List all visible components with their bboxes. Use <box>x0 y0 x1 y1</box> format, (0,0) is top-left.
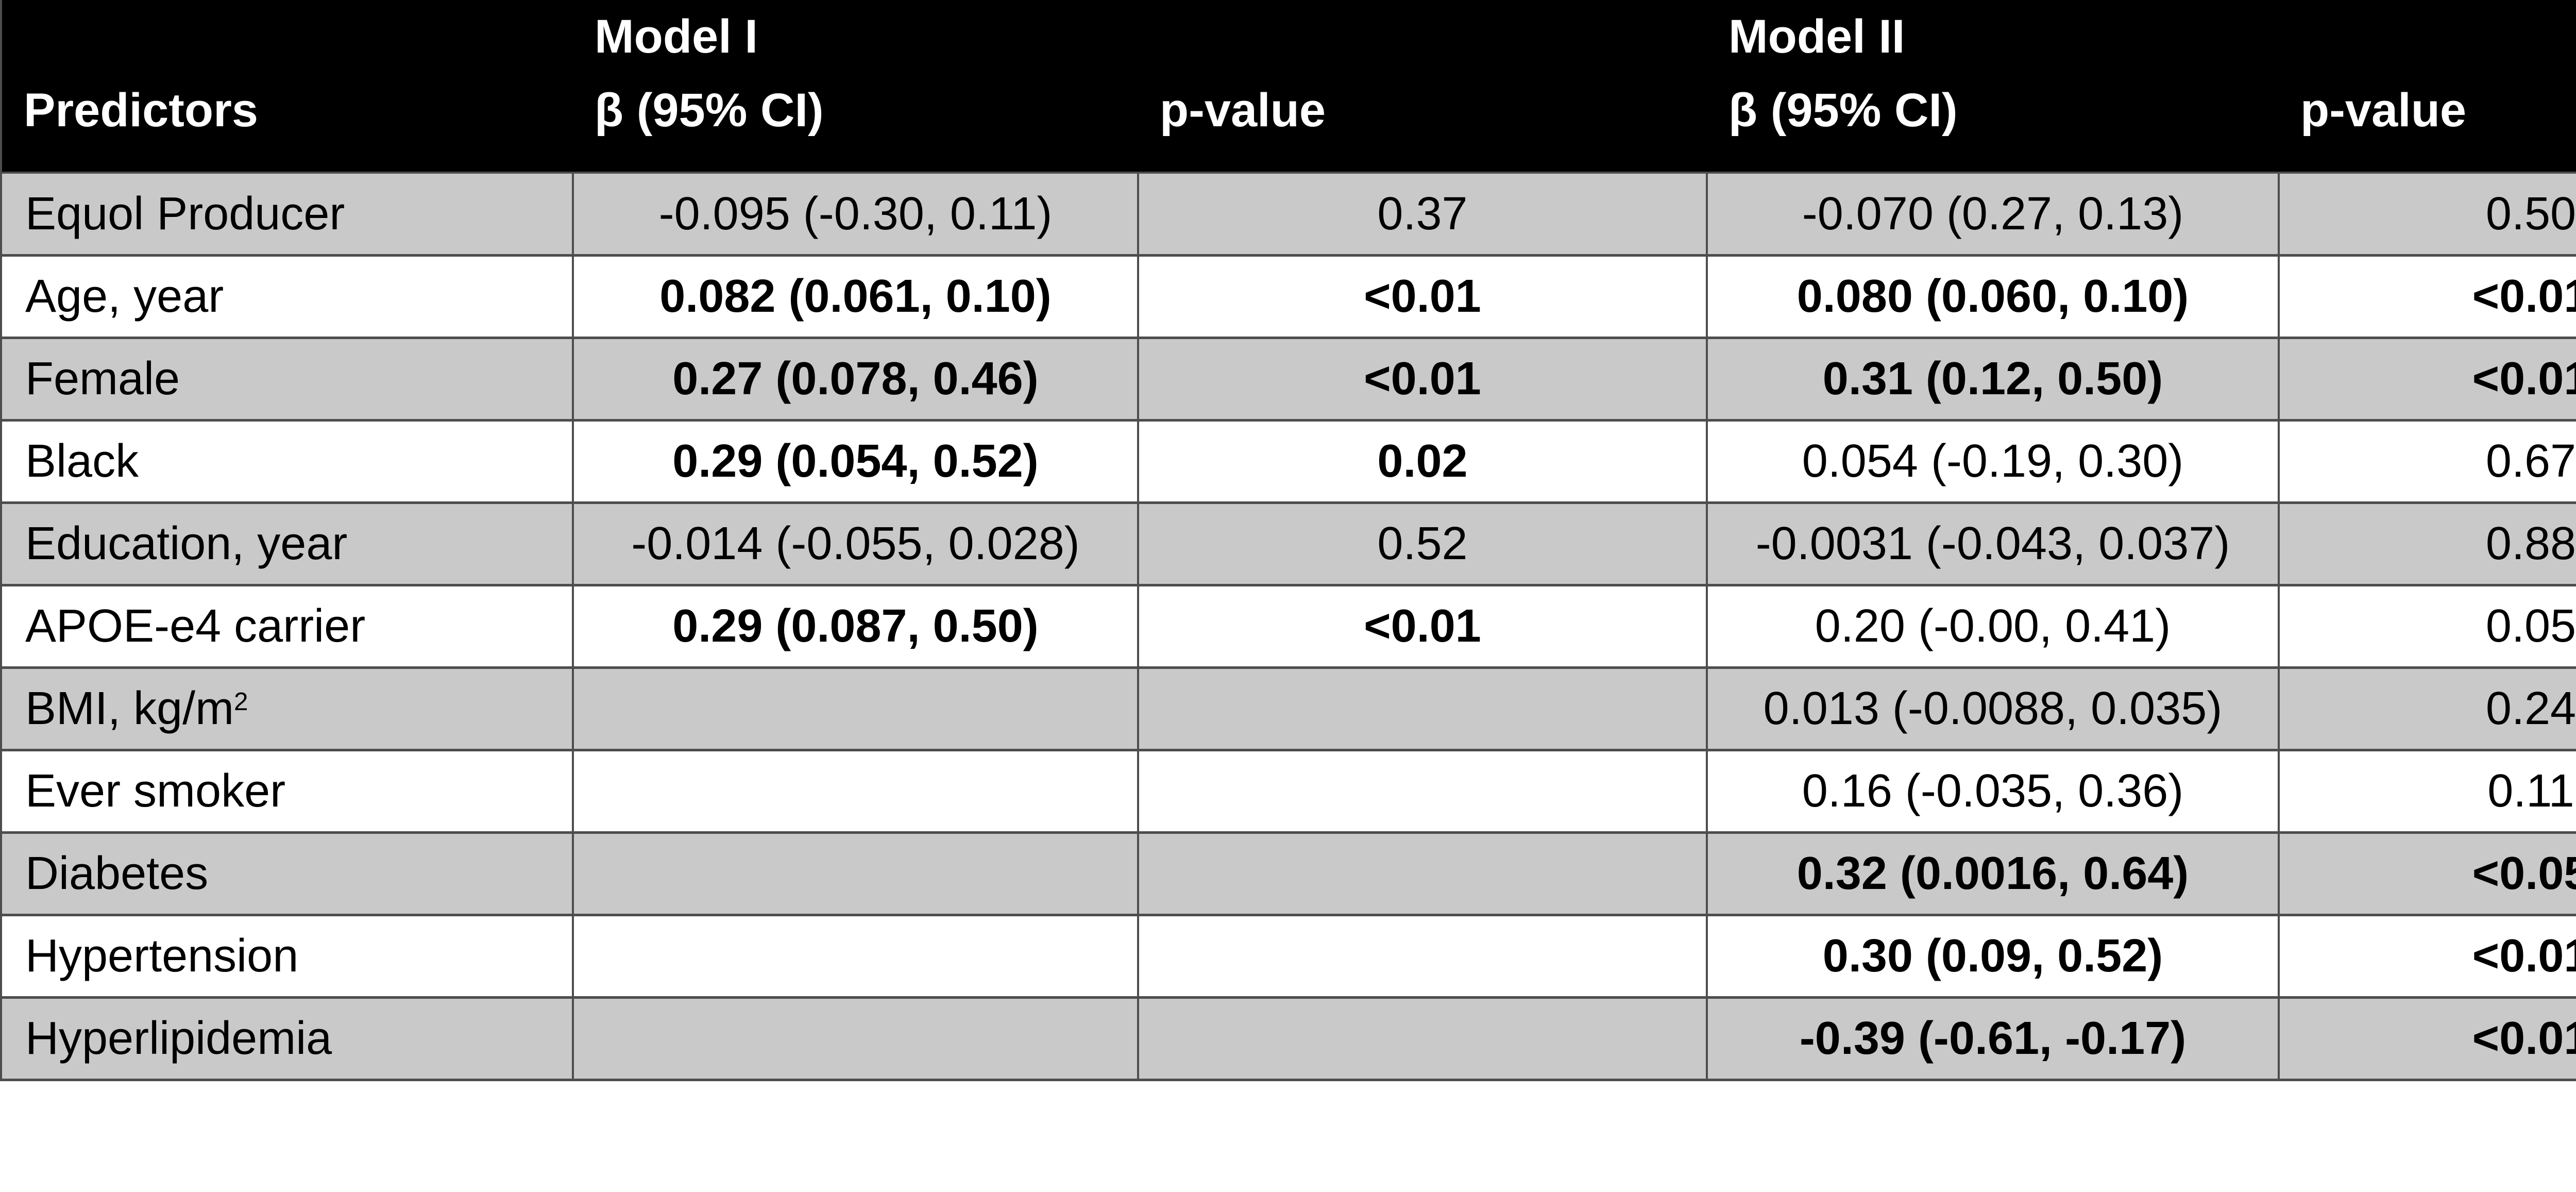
value-cell: <0.01 <box>2278 254 2576 338</box>
value-cell: 0.054 (-0.19, 0.30) <box>1706 418 2279 503</box>
value-cell <box>1137 666 1707 750</box>
value-cell: 0.20 (-0.00, 0.41) <box>1706 583 2279 668</box>
header-line2: p-value <box>1160 83 1326 137</box>
table-row: Black 0.29 (0.054, 0.52) 0.02 0.054 (-0.19,… <box>1 418 2576 503</box>
value-cell: <0.01 <box>1137 254 1707 338</box>
header-row: Predictors Model I β (95% CI) p-value Mo… <box>1 0 2576 173</box>
table-row: Hyperlipidemia -0.39 (-0.61, -0.17)<0.01 <box>1 996 2576 1080</box>
value-cell: 0.29 (0.087, 0.50) <box>572 583 1138 668</box>
col-header-model2-pvalue: p-value <box>2279 0 2576 173</box>
value-cell: 0.30 (0.09, 0.52) <box>1706 913 2279 998</box>
table-row: APOE-e4 carrier 0.29 (0.087, 0.50) <0.01 0.… <box>1 583 2576 668</box>
header-line1: Model I <box>595 10 758 63</box>
value-cell: 0.11 <box>2278 748 2576 833</box>
table-row: BMI, kg/m2 0.013 (-0.0088, 0.035) 0.24 <box>1 666 2576 750</box>
col-header-model1-beta: Model I β (95% CI) <box>573 0 1138 173</box>
value-cell <box>1137 748 1707 833</box>
value-cell: 0.50 <box>2278 172 2576 256</box>
value-cell: 0.29 (0.054, 0.52) <box>572 418 1138 503</box>
value-cell: 0.37 <box>1137 172 1707 256</box>
table-row: Ever smoker 0.16 (-0.035, 0.36) 0.11 <box>1 748 2576 833</box>
table-row: Age, year 0.082 (0.061, 0.10) <0.01 0.080 (… <box>1 254 2576 338</box>
value-cell: 0.013 (-0.0088, 0.035) <box>1706 666 2279 750</box>
value-cell: <0.01 <box>2278 996 2576 1080</box>
predictor-cell: Female <box>1 336 573 421</box>
predictor-cell: Age, year <box>1 254 573 338</box>
value-cell: 0.16 (-0.035, 0.36) <box>1706 748 2279 833</box>
table-header: Predictors Model I β (95% CI) p-value Mo… <box>1 0 2576 173</box>
page: Predictors Model I β (95% CI) p-value Mo… <box>0 0 2576 1081</box>
value-cell <box>572 666 1138 750</box>
value-cell: -0.070 (0.27, 0.13) <box>1706 172 2279 256</box>
value-cell: <0.01 <box>1137 583 1707 668</box>
value-cell: 0.67 <box>2278 418 2576 503</box>
predictor-cell: Hyperlipidemia <box>1 996 573 1080</box>
header-line2: p-value <box>2300 83 2467 137</box>
header-line2: Predictors <box>24 83 259 137</box>
col-header-model1-pvalue: p-value <box>1138 0 1707 173</box>
value-cell <box>572 748 1138 833</box>
value-cell: 0.080 (0.060, 0.10) <box>1706 254 2279 338</box>
value-cell <box>572 913 1138 998</box>
table-row: Hypertension 0.30 (0.09, 0.52)<0.01 <box>1 913 2576 998</box>
value-cell <box>572 831 1138 915</box>
header-line2: β (95% CI) <box>595 83 824 137</box>
value-cell <box>1137 831 1707 915</box>
results-table: Predictors Model I β (95% CI) p-value Mo… <box>0 0 2576 1081</box>
predictor-cell: Black <box>1 418 573 503</box>
superscript: 2 <box>234 687 248 716</box>
table-row: Diabetes 0.32 (0.0016, 0.64)<0.05 <box>1 831 2576 915</box>
value-cell: 0.88 <box>2278 501 2576 585</box>
table-row: Female 0.27 (0.078, 0.46) <0.01 0.31 (0.12,… <box>1 336 2576 421</box>
predictor-cell: Equol Producer <box>1 172 573 256</box>
value-cell: <0.01 <box>2278 336 2576 421</box>
predictor-cell: Ever smoker <box>1 748 573 833</box>
col-header-model2-beta: Model II β (95% CI) <box>1707 0 2279 173</box>
predictor-cell: BMI, kg/m2 <box>1 666 573 750</box>
value-cell: 0.31 (0.12, 0.50) <box>1706 336 2279 421</box>
value-cell: 0.05 <box>2278 583 2576 668</box>
value-cell: 0.27 (0.078, 0.46) <box>572 336 1138 421</box>
header-line2: β (95% CI) <box>1728 83 1958 137</box>
value-cell: -0.095 (-0.30, 0.11) <box>572 172 1138 256</box>
predictor-cell: APOE-e4 carrier <box>1 583 573 668</box>
value-cell <box>1137 996 1707 1080</box>
predictor-cell: Diabetes <box>1 831 573 915</box>
value-cell <box>572 996 1138 1080</box>
value-cell: <0.01 <box>1137 336 1707 421</box>
value-cell: -0.014 (-0.055, 0.028) <box>572 501 1138 585</box>
value-cell <box>1137 913 1707 998</box>
predictor-cell: Hypertension <box>1 913 573 998</box>
value-cell: 0.02 <box>1137 418 1707 503</box>
col-header-predictors: Predictors <box>1 0 573 173</box>
value-cell: -0.39 (-0.61, -0.17) <box>1706 996 2279 1080</box>
value-cell: 0.24 <box>2278 666 2576 750</box>
value-cell: 0.082 (0.061, 0.10) <box>572 254 1138 338</box>
header-line1: Model II <box>1728 10 1905 63</box>
value-cell: <0.05 <box>2278 831 2576 915</box>
table-row: Education, year -0.014 (-0.055, 0.028) 0.5… <box>1 501 2576 585</box>
value-cell: -0.0031 (-0.043, 0.037) <box>1706 501 2279 585</box>
value-cell: 0.32 (0.0016, 0.64) <box>1706 831 2279 915</box>
table-row: Equol Producer -0.095 (-0.30, 0.11) 0.37 -0… <box>1 172 2576 256</box>
predictor-cell: Education, year <box>1 501 573 585</box>
value-cell: 0.52 <box>1137 501 1707 585</box>
value-cell: <0.01 <box>2278 913 2576 998</box>
table-body: Equol Producer -0.095 (-0.30, 0.11) 0.37 -0… <box>1 172 2576 1080</box>
